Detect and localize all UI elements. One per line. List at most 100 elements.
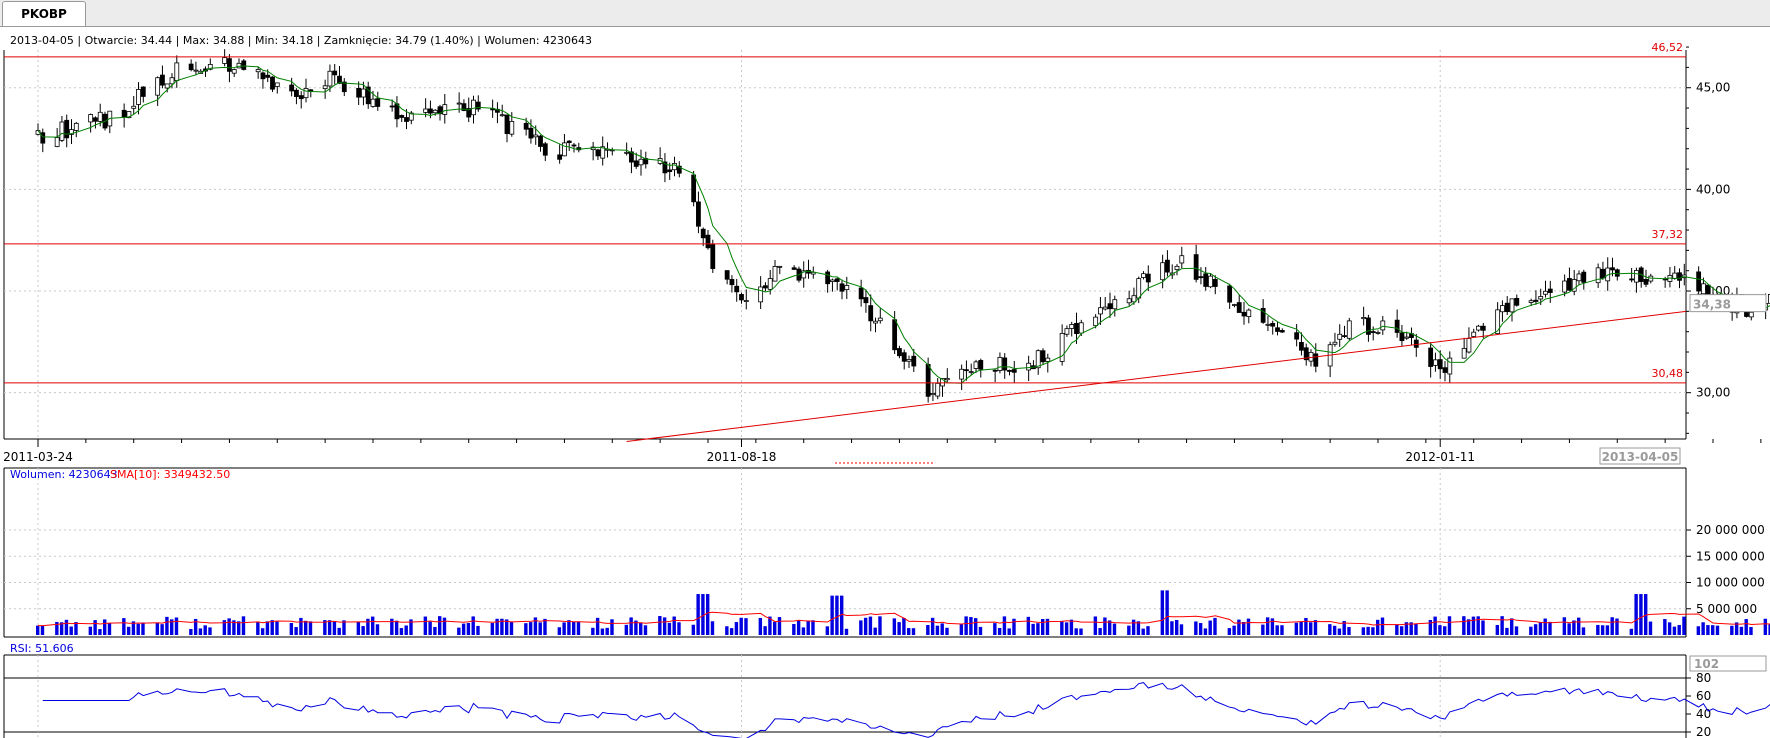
candle-body — [1279, 330, 1285, 333]
candle-body — [1203, 273, 1209, 287]
volume-bar — [1543, 618, 1547, 635]
volume-bars-group — [36, 590, 1770, 635]
candle-body — [303, 88, 309, 99]
volume-bar — [859, 620, 863, 635]
volume-bar — [543, 618, 547, 635]
candle-body — [1528, 300, 1534, 303]
volume-bar — [1337, 628, 1342, 635]
candle-body — [1370, 331, 1376, 333]
volume-bar — [902, 617, 906, 635]
candle-body — [64, 119, 70, 139]
candle-body — [930, 392, 936, 396]
volume-bar — [366, 618, 370, 635]
candle-body — [1342, 335, 1347, 338]
volume-bar — [1471, 616, 1476, 635]
volume-bar — [1002, 616, 1007, 635]
volume-bar — [1045, 618, 1050, 635]
volume-bar — [308, 621, 313, 635]
candle-body — [1495, 309, 1501, 334]
candle-body — [365, 86, 371, 105]
volume-y-tick-label: 15 000 000 — [1696, 549, 1765, 563]
volume-bar — [107, 622, 112, 635]
volume-bar — [189, 629, 193, 635]
volume-bar — [409, 619, 413, 635]
candle-body — [1141, 273, 1146, 278]
candle-body — [1064, 328, 1070, 335]
volume-bar — [624, 624, 629, 635]
candle-body — [471, 99, 476, 116]
candle-body — [1011, 369, 1017, 373]
candle-body — [897, 348, 902, 357]
trendline — [626, 310, 1687, 442]
volume-bar — [1514, 626, 1519, 635]
volume-bar — [404, 625, 408, 635]
candle-body — [499, 114, 505, 117]
volume-bar — [1739, 626, 1744, 635]
candle-body — [270, 76, 275, 90]
volume-bar — [74, 622, 78, 635]
candle-body — [1160, 262, 1166, 281]
candle-body — [667, 169, 673, 172]
candle-body — [341, 81, 347, 93]
volume-bar — [1596, 624, 1600, 635]
volume-bar — [528, 622, 533, 635]
candle-body — [1241, 311, 1247, 317]
candle-body — [1748, 311, 1754, 318]
volume-bar — [734, 622, 739, 635]
candle-body — [1165, 259, 1170, 273]
volume-bar — [59, 622, 64, 635]
rsi-top-label-box — [1689, 655, 1767, 672]
candle-body — [1361, 317, 1367, 320]
volume-bar — [801, 627, 806, 635]
candle-body — [629, 151, 634, 163]
candle-body — [408, 112, 414, 121]
volume-bar — [1060, 620, 1064, 635]
candle-body — [1026, 362, 1032, 371]
candle-body — [504, 114, 510, 135]
candle-body — [1232, 304, 1237, 306]
candle-body — [1581, 271, 1587, 283]
volume-bar — [1376, 619, 1380, 635]
candle-body — [375, 98, 381, 107]
candle-body — [1500, 305, 1505, 313]
volume-bar — [562, 622, 566, 635]
volume-bar — [1265, 617, 1270, 635]
chart-canvas[interactable]: 2013-04-05 | Otwarcie: 34.44 | Max: 34.8… — [0, 27, 1770, 738]
volume-bar — [1600, 625, 1605, 635]
candle-body — [538, 135, 543, 147]
candle-body — [863, 297, 869, 304]
volume-bar — [710, 621, 715, 635]
volume-bar — [1730, 625, 1734, 635]
volume-bar — [840, 595, 844, 635]
volume-bar — [868, 616, 873, 635]
volume-bar — [524, 623, 528, 635]
candle-body — [676, 165, 682, 174]
candle-body — [964, 369, 969, 372]
candle-body — [54, 137, 60, 147]
volume-bar — [739, 617, 743, 635]
volume-bar — [294, 627, 298, 635]
candle-body — [188, 63, 194, 71]
volume-bar — [155, 622, 160, 635]
volume-bar — [792, 624, 796, 635]
volume-bar — [64, 619, 69, 635]
candle-body — [1299, 342, 1304, 351]
volume-bar — [974, 618, 978, 635]
candle-body — [1045, 357, 1051, 362]
volume-bar — [1443, 626, 1447, 635]
volume-bar — [237, 621, 241, 635]
tab-pkobp[interactable]: PKOBP — [2, 1, 86, 26]
volume-bar — [495, 618, 499, 635]
volume-bar — [744, 618, 748, 635]
volume-bar — [476, 625, 480, 635]
volume-bar — [1103, 617, 1107, 635]
candle-body — [1145, 273, 1151, 283]
candle-body — [88, 114, 94, 123]
volume-bar — [696, 594, 700, 635]
volume-bar — [930, 617, 935, 635]
candle-body — [356, 88, 362, 98]
volume-bar — [1572, 620, 1576, 635]
last-value-box — [1689, 294, 1767, 313]
candle-body — [1270, 322, 1276, 327]
